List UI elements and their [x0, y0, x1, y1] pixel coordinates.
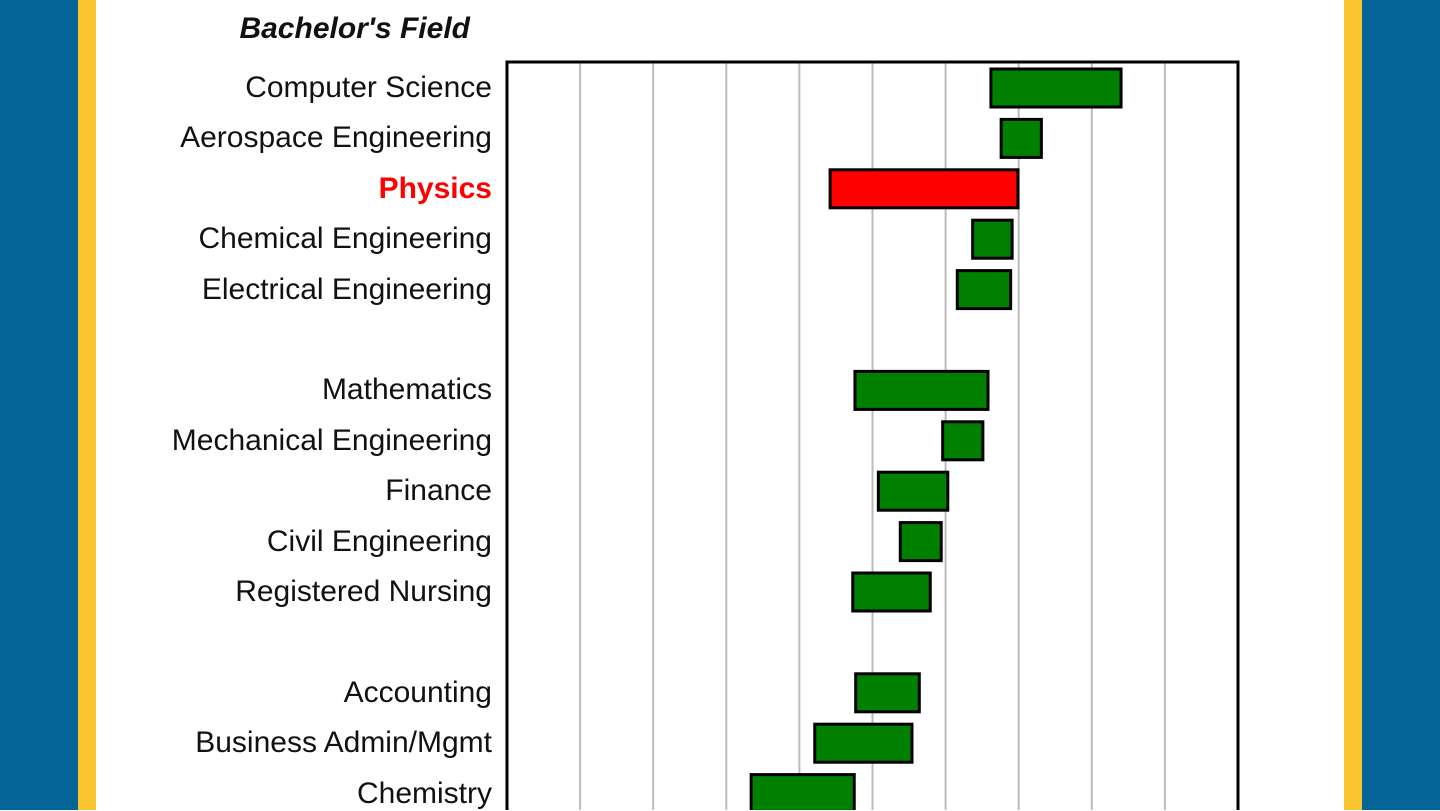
category-label: Mechanical Engineering: [171, 423, 492, 457]
bar-accounting: [854, 672, 921, 714]
category-label: Accounting: [343, 675, 492, 709]
frame-right-yellow: [1344, 0, 1362, 810]
bar-electrical-engineering: [955, 269, 1013, 311]
category-label: Civil Engineering: [266, 524, 492, 558]
frame-right-blue: [1362, 0, 1440, 810]
bar-finance: [876, 470, 950, 512]
bar-business-admin-mgmt: [813, 722, 914, 764]
category-label: Chemistry: [356, 776, 492, 810]
bar-mechanical-engineering: [941, 420, 985, 462]
category-label: Mathematics: [321, 373, 492, 407]
category-label: Aerospace Engineering: [180, 121, 492, 155]
category-label: Registered Nursing: [235, 575, 492, 608]
category-label: Business Admin/Mgmt: [195, 726, 492, 760]
frame-left-blue: [0, 0, 78, 810]
bar-mathematics: [853, 369, 990, 411]
bar-chemical-engineering: [971, 218, 1014, 260]
plot-border: [505, 60, 1240, 810]
bar-computer-science: [989, 67, 1123, 109]
bar-registered-nursing: [851, 571, 932, 613]
bar-civil-engineering: [898, 521, 943, 563]
category-label: Electrical Engineering: [201, 272, 492, 306]
category-label: Chemical Engineering: [198, 222, 493, 256]
bar-aerospace-engineering: [999, 117, 1043, 159]
chart-title: Bachelor's Field: [239, 12, 470, 45]
category-label: Physics: [378, 171, 492, 205]
bar-chemistry: [749, 773, 856, 810]
bar-physics: [828, 168, 1020, 210]
category-label: Finance: [385, 474, 492, 508]
frame-left-yellow: [78, 0, 96, 810]
category-label: Computer Science: [245, 71, 492, 104]
